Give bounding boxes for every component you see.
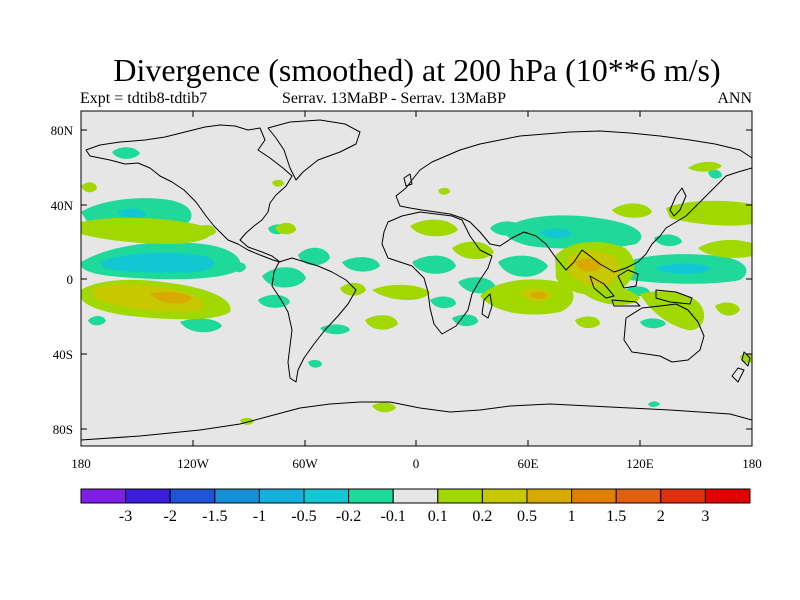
colorbar-label: -0.5 [291,508,316,525]
colorbar-label: -2 [164,508,177,525]
colorbar-label: 0.5 [517,508,537,525]
colorbar-label: -0.1 [381,508,406,525]
longitude-labels: 180 120W 60W 0 60E 120E 180 [71,456,762,471]
lon-label: 180 [71,456,91,471]
coastline-greenland [267,119,361,181]
map-title: Divergence (smoothed) at 200 hPa (10**6 … [113,52,721,88]
lat-label: 80S [53,422,73,437]
coastline-north-america [85,124,293,263]
convergence-moderate-patches [100,208,712,274]
colorbar-swatch [660,488,706,504]
colorbar-swatch [303,488,350,504]
colorbar-swatch [258,488,305,504]
colorbar-swatch [571,488,617,504]
axis-ticks [81,111,752,446]
coastline-java [611,299,641,307]
colorbar-label: 0.1 [428,508,448,525]
season-label: ANN [717,90,752,107]
coastline-australia [623,303,705,363]
colorbar-swatch [615,488,662,504]
coastline-eurasia [395,130,752,273]
coastline-madagascar [481,293,493,319]
lon-label: 120W [177,456,210,471]
experiment-label: Expt = tdtib8-tdtib7 [80,90,208,107]
coastline-new-zealand-south [731,367,745,383]
lat-label: 40S [53,347,73,362]
coastline-britain [403,173,413,187]
coastline-japan [669,187,687,217]
coastline-sumatra [589,275,615,299]
colorbar-label: 0.2 [472,508,492,525]
colorbar-swatches [80,488,751,504]
coastlines [81,119,752,441]
colorbar-swatch [125,488,171,504]
colorbar-swatch [704,488,751,504]
lon-label: 60W [292,456,318,471]
colorbar-label: -1.5 [202,508,227,525]
colorbar-swatch [348,488,394,504]
latitude-labels: 80N 40N 0 40S 80S [51,123,74,437]
colorbar-swatch [392,488,439,504]
lon-label: 120E [626,456,654,471]
coastline-africa [381,211,493,335]
colorbar-label: -0.2 [336,508,361,525]
colorbar-swatch [169,488,216,504]
lat-label: 80N [51,123,74,138]
lat-label: 40N [51,198,74,213]
colorbar-swatch [437,488,483,504]
colorbar-label: 2 [657,508,665,525]
coastline-south-america [271,257,357,383]
colorbar-label: -1 [253,508,266,525]
colorbar-swatch [214,488,260,504]
colorbar-swatch [80,488,127,504]
colorbar-label: 1.5 [606,508,626,525]
lon-label: 0 [413,456,420,471]
colorbar-label: 1 [568,508,576,525]
comparison-label: Serrav. 13MaBP - Serrav. 13MaBP [282,90,506,107]
colorbar: -3 -2 -1.5 -1 -0.5 -0.2 -0.1 0.1 0.2 0.5 1 1.5 2 3 [80,488,751,525]
coastline-new-guinea [655,289,693,305]
coastline-borneo [617,269,639,289]
coastline-antarctica [81,401,752,441]
colorbar-swatch [526,488,573,504]
lon-label: 60E [518,456,539,471]
divergence-strong-patches [150,258,602,304]
lon-label: 180 [742,456,762,471]
lat-label: 0 [67,272,74,287]
divergence-field [81,119,752,441]
colorbar-label: 3 [701,508,709,525]
coastline-new-zealand [741,351,751,367]
colorbar-swatch [481,488,528,504]
colorbar-labels: -3 -2 -1.5 -1 -0.5 -0.2 -0.1 0.1 0.2 0.5 1 1.5 2 3 [119,508,709,525]
colorbar-label: -3 [119,508,132,525]
